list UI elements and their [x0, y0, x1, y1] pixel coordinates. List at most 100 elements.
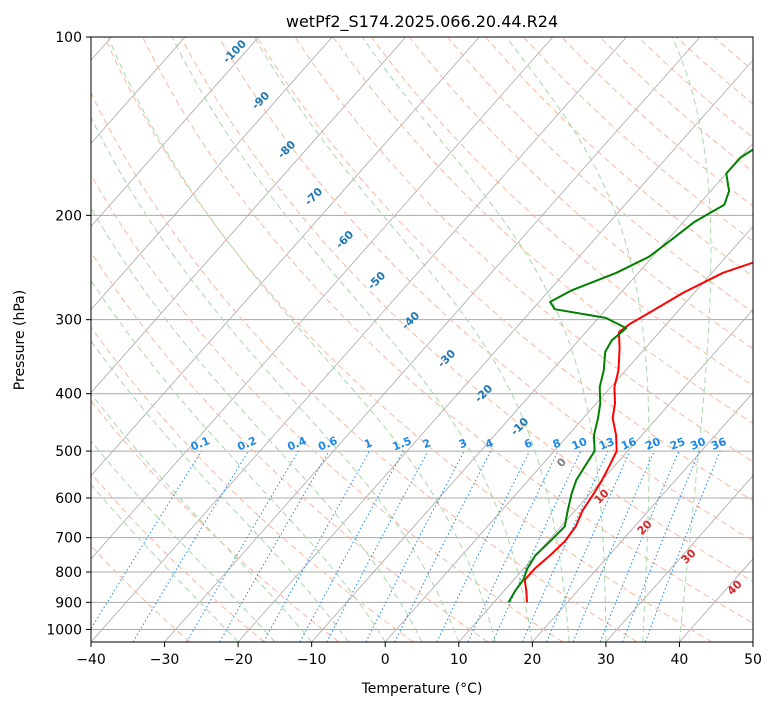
x-tick-label: 10	[450, 652, 468, 668]
y-tick-label: 500	[55, 444, 82, 460]
y-tick-label: 600	[55, 491, 82, 507]
y-tick-label: 100	[55, 30, 82, 46]
moist-adiabat-line	[671, 37, 712, 642]
moist-adiabat-line	[361, 37, 607, 642]
dry-adiabat-line	[408, 37, 753, 350]
mixing-ratio-label: 36	[709, 435, 728, 453]
moist-adiabat-line	[91, 116, 460, 642]
isotherm-line	[91, 37, 186, 144]
x-tick-label: 30	[597, 652, 615, 668]
profile-series	[507, 148, 753, 603]
mixing-ratio-label: 25	[668, 435, 687, 453]
dry-adiabats	[91, 37, 753, 642]
chart-title: wetPf2_S174.2025.066.20.44.R24	[286, 12, 558, 32]
dry-adiabat-line	[91, 91, 638, 642]
mixing-ratio-line	[522, 450, 609, 642]
mixing-ratio-label: 16	[619, 435, 638, 453]
isotherm-line	[532, 392, 753, 642]
x-axis-ticks: −40 −30 −20 −10 0 10 20 30 40 50	[76, 642, 762, 668]
moist-adiabat-line	[91, 483, 239, 642]
x-axis-title: Temperature (°C)	[361, 681, 483, 697]
mixing-ratio-line	[132, 450, 249, 642]
isotherm-line	[91, 37, 259, 228]
dry-adiabat-line	[91, 399, 340, 642]
mixing-ratio-lines	[91, 450, 721, 642]
dry-adiabat-line	[370, 37, 753, 387]
mixing-ratio-label: 30	[689, 435, 708, 453]
y-tick-label: 800	[55, 565, 82, 581]
dry-adiabat-line	[332, 37, 753, 425]
moist-adiabat-line	[91, 207, 423, 642]
moist-adiabat-line	[91, 340, 349, 642]
dry-adiabat-line	[142, 37, 753, 624]
y-tick-label: 700	[55, 531, 82, 547]
dry-adiabat-line	[91, 251, 489, 642]
background-line-labels: 0.1 0.2 0.4 0.6 1 1.5 2 3 4 6 8 10 13 16 20 25 30 36-100-…	[189, 37, 745, 598]
x-tick-label: 50	[744, 652, 762, 668]
dry-adiabat-line	[294, 37, 753, 463]
dry-adiabat-line	[256, 37, 753, 502]
x-tick-label: 20	[523, 652, 541, 668]
moist-adiabat-line	[107, 37, 497, 642]
moist-adiabat-line	[91, 279, 386, 642]
moist-adiabat-line	[91, 440, 276, 642]
dry-adiabat-line	[91, 472, 265, 642]
mixing-ratio-label: 8	[551, 436, 563, 451]
mixing-ratio-line	[546, 450, 631, 642]
y-tick-label: 300	[55, 313, 82, 329]
mixing-ratio-label: 3	[457, 436, 469, 451]
mixing-ratio-line	[394, 450, 492, 642]
mixing-ratio-line	[299, 450, 404, 642]
dry-adiabat-line	[91, 326, 414, 642]
mixing-ratio-line	[263, 450, 371, 642]
y-axis-title: Pressure (hPa)	[12, 290, 28, 390]
x-tick-label: −20	[223, 652, 253, 668]
mixing-ratio-label: 13	[597, 435, 616, 453]
dewpoint-line	[507, 148, 753, 603]
y-tick-label: 200	[55, 208, 82, 224]
dry-adiabat-line	[91, 545, 191, 642]
y-tick-label: 1000	[46, 622, 82, 638]
dry-adiabat-line	[104, 37, 713, 642]
moist-adiabats	[91, 37, 712, 642]
isotherm-line	[91, 37, 480, 477]
mixing-ratio-label: 1	[362, 436, 374, 451]
mixing-ratio-label: 20	[643, 435, 662, 453]
x-tick-label: −30	[150, 652, 180, 668]
isotherm-line	[91, 37, 407, 394]
isotherm-line	[237, 59, 753, 642]
y-axis-ticks: 100 200 300 400 500 600 700 800 900 1000	[46, 30, 91, 638]
skewed-isotherm-gridlines	[91, 37, 753, 642]
isotherm-line	[91, 37, 627, 642]
temperature-line	[523, 261, 753, 603]
plot-frame	[90, 36, 754, 643]
moist-adiabat-line	[171, 37, 533, 642]
y-tick-label: 900	[55, 595, 82, 611]
moist-adiabat-line	[91, 392, 313, 642]
x-tick-label: −40	[76, 652, 106, 668]
mixing-ratio-line	[622, 450, 700, 642]
plot-area: 0.1 0.2 0.4 0.6 1 1.5 2 3 4 6 8 10 13 16 20 25 30 36-100-…	[91, 37, 753, 642]
dry-adiabat-line	[91, 173, 563, 642]
moist-adiabat-line	[505, 37, 650, 642]
isotherm-line	[164, 37, 701, 642]
mixing-ratio-line	[644, 450, 721, 642]
isotherm-line	[605, 475, 753, 642]
x-tick-label: 0	[381, 652, 390, 668]
moist-adiabat-line	[253, 37, 570, 642]
mixing-ratio-label: 10	[570, 435, 589, 453]
isotherm-line	[458, 308, 753, 642]
mixing-ratio-line	[326, 450, 429, 642]
dry-adiabat-line	[447, 37, 753, 313]
mixing-ratio-line	[572, 450, 655, 642]
y-tick-label: 400	[55, 387, 82, 403]
isotherm-line	[91, 37, 554, 560]
x-tick-label: 40	[671, 652, 689, 668]
mixing-ratio-line	[599, 450, 680, 642]
x-tick-label: −10	[297, 652, 327, 668]
mixing-ratio-label: 2	[421, 436, 433, 451]
isotherm-line	[384, 225, 753, 642]
isotherm-line	[91, 37, 333, 311]
